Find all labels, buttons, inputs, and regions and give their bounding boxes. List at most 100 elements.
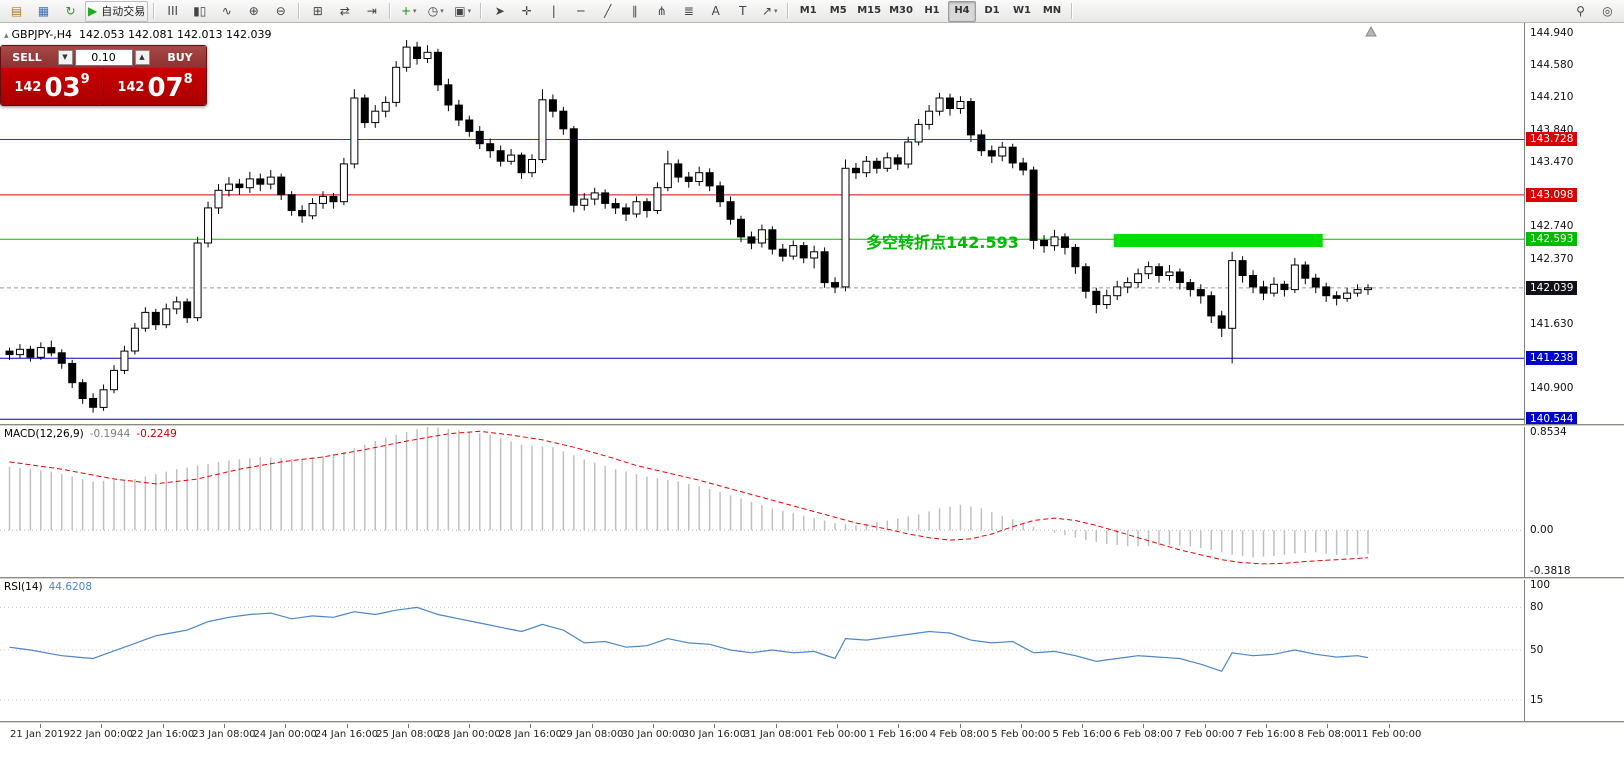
time-axis-label: 23 Jan 08:00 — [192, 729, 256, 740]
timeframe-button-mn[interactable]: MN — [1042, 5, 1062, 16]
rsi-canvas[interactable] — [0, 579, 1524, 721]
timeframe-button-d1[interactable]: D1 — [984, 5, 1000, 16]
candle-bear — [1029, 169, 1038, 241]
candle-bear — [747, 236, 756, 244]
crosshair-icon[interactable]: ✛ — [514, 1, 539, 22]
price-axis[interactable]: 144.940 144.580 144.210 143.840 143.470 142.7… — [1524, 23, 1624, 723]
market-icon[interactable]: ◎ — [1602, 4, 1613, 18]
symbol-timeframe-label: GBPJPY-,H4 — [11, 28, 73, 41]
equidistant-channel-icon[interactable]: ∥ — [622, 1, 647, 22]
bar-chart-type-icon: ΙΙΙ — [167, 4, 179, 18]
pivot-zone-rectangle[interactable] — [1113, 234, 1323, 247]
buy-price-button[interactable]: 142 07 8 — [104, 68, 206, 105]
candle-bull — [653, 187, 662, 211]
timeframe-button-m30[interactable]: M30 — [889, 5, 913, 16]
line-chart-type-icon: ∿ — [221, 4, 232, 18]
cursor-icon[interactable]: ➤ — [487, 1, 512, 22]
panel-separator-3[interactable] — [0, 721, 1624, 724]
sell-price-button[interactable]: 142 03 9 — [1, 68, 103, 105]
fibonacci-icon[interactable]: ≣ — [676, 1, 701, 22]
templates-icon: ▣ — [454, 4, 466, 18]
candle-bear — [465, 119, 474, 132]
vertical-line-icon[interactable]: | — [541, 1, 566, 22]
candle-bull — [214, 189, 223, 209]
search-icon[interactable]: ⚲ — [1576, 4, 1585, 18]
timeframe-button-h1[interactable]: H1 — [924, 5, 940, 16]
candle-bear — [622, 207, 631, 215]
buy-button[interactable]: BUY — [167, 50, 193, 64]
andrews-pitchfork-icon[interactable]: ⋔ — [649, 1, 674, 22]
lot-size-input[interactable] — [74, 48, 133, 66]
text-label-icon: T — [739, 4, 747, 18]
chart-shift-marker[interactable] — [1365, 25, 1377, 37]
chart-shift-icon[interactable]: ⇥ — [359, 1, 384, 22]
equidistant-channel-icon: ∥ — [631, 4, 638, 18]
panel-separator-2[interactable] — [0, 577, 1624, 580]
lot-increase-button[interactable]: ▲ — [134, 49, 150, 65]
candle-bear — [433, 51, 442, 86]
tile-windows-icon[interactable]: ⊞ — [305, 1, 330, 22]
time-axis-tick — [836, 724, 838, 728]
candle-bear — [726, 201, 735, 220]
candle-bear — [1280, 283, 1289, 291]
time-axis[interactable]: 21 Jan 2019 22 Jan 00:00 22 Jan 16:00 23 Ja… — [0, 723, 1624, 773]
panel-separator-1[interactable] — [0, 424, 1624, 427]
candle-bear — [768, 229, 777, 250]
rsi-panel: RSI(14) 44.6208 — [0, 579, 1524, 721]
auto-scroll-icon[interactable]: ⇄ — [332, 1, 357, 22]
candle-bear — [548, 99, 557, 112]
lot-decrease-button[interactable]: ▼ — [57, 49, 73, 65]
quotes-icon[interactable]: ▤ — [4, 1, 29, 22]
time-axis-label: 4 Feb 08:00 — [929, 729, 990, 740]
charts-icon[interactable]: ▦ — [31, 1, 56, 22]
indicators-add-icon[interactable]: + ▾ — [396, 1, 421, 22]
text-label-icon[interactable]: T — [730, 1, 755, 22]
time-axis-tick — [285, 724, 287, 728]
candlestick-type-icon[interactable]: ▮▯ — [187, 1, 212, 22]
one-click-trading-panel: SELL ▼ ▲ BUY 142 03 9 142 07 8 — [0, 45, 207, 106]
candle-bull — [663, 163, 672, 189]
timeframe-button-m15[interactable]: M15 — [857, 5, 882, 16]
time-axis-label: 25 Jan 08:00 — [376, 729, 440, 740]
zoom-out-icon[interactable]: ⊖ — [268, 1, 293, 22]
zoom-out-icon: ⊖ — [275, 4, 286, 18]
pivot-annotation-text[interactable]: 多空转折点142.593 — [866, 233, 1019, 252]
trendline-icon[interactable]: ╱ — [595, 1, 620, 22]
horizontal-line-icon[interactable]: ─ — [568, 1, 593, 22]
time-axis-tick — [469, 724, 471, 728]
time-axis-label: 7 Feb 00:00 — [1175, 729, 1235, 740]
time-axis-label: 28 Jan 16:00 — [498, 729, 563, 740]
buy-price-pip: 8 — [183, 72, 193, 87]
candle-bear — [987, 150, 996, 157]
time-axis-label: 31 Jan 08:00 — [743, 729, 808, 740]
candle-bull — [998, 146, 1007, 157]
timeframes-icon[interactable]: ◷ ▾ — [423, 1, 448, 22]
zoom-in-icon[interactable]: ⊕ — [241, 1, 266, 22]
candle-bull — [15, 348, 24, 356]
candle-bear — [946, 97, 954, 109]
sell-button[interactable]: SELL — [12, 50, 42, 64]
time-axis-label: 24 Jan 16:00 — [314, 729, 379, 740]
autotrading-button[interactable]: ▶ 自动交易 — [85, 0, 149, 22]
one-click-prices-row: 142 03 9 142 07 8 — [1, 68, 206, 105]
line-chart-type-icon[interactable]: ∿ — [214, 1, 239, 22]
candle-bull — [538, 99, 547, 161]
candle-bear — [737, 218, 745, 238]
rsi-indicator-name: RSI(14) — [4, 581, 43, 593]
candle-bear — [559, 110, 568, 130]
price-chart-canvas[interactable] — [0, 23, 1524, 424]
timeframe-button-h4[interactable]: H4 — [947, 0, 976, 22]
bar-chart-type-icon[interactable]: ΙΙΙ — [160, 1, 185, 22]
macd-canvas[interactable] — [0, 426, 1524, 577]
zoom-in-icon: ⊕ — [248, 4, 259, 18]
refresh-icon[interactable]: ↻ — [58, 1, 83, 22]
templates-icon[interactable]: ▣ ▾ — [450, 1, 475, 22]
candle-bear — [716, 185, 725, 203]
timeframe-button-m5[interactable]: M5 — [829, 5, 847, 16]
arrows-icon[interactable]: ↗ ▾ — [757, 1, 782, 22]
text-icon[interactable]: A — [703, 1, 728, 22]
timeframe-button-w1[interactable]: W1 — [1012, 5, 1031, 16]
candle-bull — [1290, 264, 1299, 291]
timeframe-button-m1[interactable]: M1 — [799, 5, 817, 16]
candle-bull — [423, 51, 432, 59]
